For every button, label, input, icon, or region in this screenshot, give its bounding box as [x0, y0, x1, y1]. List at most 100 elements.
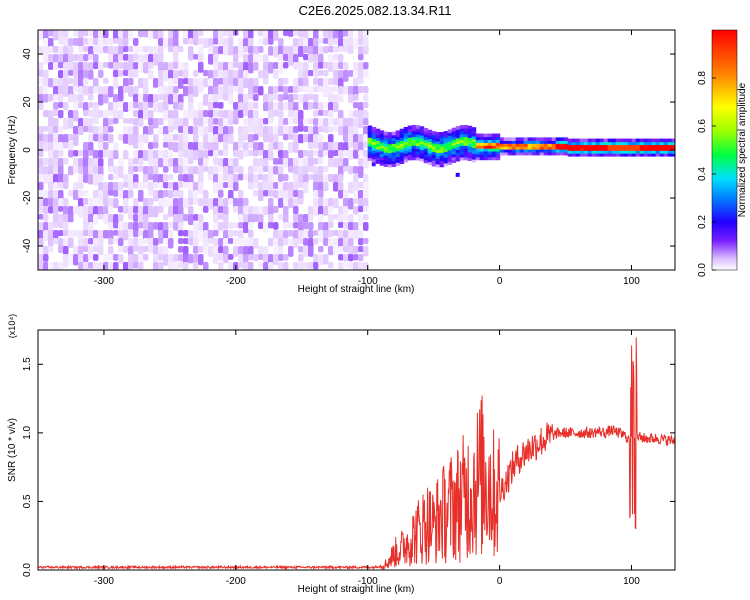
- heatmap-cell: [367, 131, 373, 135]
- heatmap-cell: [173, 190, 179, 198]
- heatmap-cell: [238, 134, 244, 144]
- heatmap-cell: [435, 149, 441, 153]
- heatmap-cell: [218, 134, 224, 143]
- heatmap-cell: [391, 143, 397, 147]
- heatmap-cell: [399, 151, 405, 156]
- heatmap-cell: [253, 102, 259, 109]
- heatmap-cell: [419, 157, 425, 162]
- heatmap-cell: [515, 140, 521, 144]
- heatmap-cell: [273, 206, 279, 213]
- heatmap-cell: [323, 254, 329, 265]
- heatmap-cell: [411, 130, 417, 135]
- heatmap-cell: [233, 62, 239, 68]
- heatmap-cell: [375, 131, 381, 136]
- heatmap-cell: [148, 126, 154, 135]
- heatmap-cell: [163, 62, 169, 71]
- heatmap-cell: [193, 190, 199, 199]
- heatmap-cell: [358, 206, 364, 213]
- heatmap-cell: [318, 142, 324, 151]
- heatmap-cell: [178, 94, 184, 105]
- heatmap-cell: [471, 150, 477, 154]
- heatmap-cell: [263, 182, 269, 190]
- heatmap-cell: [328, 54, 334, 63]
- heatmap-cell: [73, 86, 79, 93]
- heatmap-cell: [108, 62, 114, 69]
- heatmap-cell: [38, 238, 44, 248]
- heatmap-cell: [193, 214, 199, 221]
- heatmap-cell: [148, 118, 154, 126]
- heatmap-cell: [323, 198, 329, 209]
- heatmap-cell: [143, 78, 149, 87]
- heatmap-cell: [143, 166, 149, 175]
- heatmap-cell: [599, 150, 605, 154]
- heatmap-cell: [148, 142, 154, 150]
- heatmap-cell: [343, 86, 349, 95]
- heatmap-cell: [148, 110, 154, 120]
- heatmap-cell: [293, 54, 299, 64]
- heatmap-cell: [223, 246, 229, 257]
- heatmap-cell: [213, 238, 219, 248]
- heatmap-cell: [343, 254, 349, 262]
- heatmap-cell: [128, 214, 134, 220]
- heatmap-cell: [399, 128, 405, 133]
- heatmap-cell: [571, 150, 577, 154]
- heatmap-cell: [258, 118, 264, 127]
- heatmap-cell: [263, 262, 269, 270]
- heatmap-cell: [88, 70, 94, 80]
- heatmap-cell: [639, 147, 645, 151]
- heatmap-cell: [603, 141, 609, 146]
- heatmap-cell: [333, 230, 339, 236]
- heatmap-cell: [123, 70, 129, 77]
- heatmap-cell: [98, 142, 104, 151]
- heatmap-cell: [78, 94, 84, 102]
- heatmap-cell: [253, 62, 259, 71]
- heatmap-cell: [48, 54, 54, 62]
- heatmap-cell: [447, 141, 453, 145]
- heatmap-cell: [113, 118, 119, 124]
- heatmap-cell: [113, 62, 119, 72]
- heatmap-cell: [168, 198, 174, 207]
- heatmap-cell: [419, 134, 425, 139]
- heatmap-cell: [358, 118, 364, 129]
- heatmap-cell: [203, 134, 209, 143]
- heatmap-cell: [38, 222, 44, 231]
- heatmap-cell: [68, 70, 74, 76]
- heatmap-cell: [308, 86, 314, 97]
- heatmap-cell: [133, 142, 139, 149]
- heatmap-cell: [288, 94, 294, 104]
- heatmap-cell: [113, 30, 119, 41]
- heatmap-cell: [595, 144, 601, 148]
- heatmap-cell: [547, 137, 553, 141]
- heatmap-cell: [53, 150, 59, 160]
- heatmap-cell: [73, 126, 79, 135]
- heatmap-cell: [551, 148, 557, 153]
- heatmap-cell: [68, 206, 74, 217]
- heatmap-cell: [223, 150, 229, 157]
- heatmap-cell: [451, 147, 457, 152]
- heatmap-cell: [543, 148, 549, 153]
- x-tick-label: 100: [623, 576, 640, 587]
- heatmap-cell: [459, 153, 465, 158]
- heatmap-cell: [519, 140, 525, 144]
- heatmap-cell: [387, 149, 393, 153]
- heatmap-cell: [427, 132, 433, 137]
- heatmap-cell: [83, 70, 89, 80]
- heatmap-cell: [223, 230, 229, 241]
- heatmap-cell: [391, 148, 397, 153]
- heatmap-cell: [218, 38, 224, 46]
- heatmap-cell: [487, 136, 493, 141]
- heatmap-cell: [643, 147, 649, 151]
- heatmap-cell: [108, 190, 114, 196]
- heatmap-cell: [53, 158, 59, 168]
- heatmap-cell: [103, 254, 109, 263]
- heatmap-cell: [108, 150, 114, 159]
- heatmap-cell: [655, 138, 661, 143]
- heatmap-cell: [523, 146, 529, 150]
- heatmap-cell: [455, 146, 461, 150]
- heatmap-cell: [148, 166, 154, 175]
- heatmap-cell: [233, 222, 239, 229]
- heatmap-cell: [128, 126, 134, 136]
- heatmap-cell: [58, 206, 64, 212]
- heatmap-cell: [278, 254, 284, 262]
- heatmap-cell: [243, 102, 249, 111]
